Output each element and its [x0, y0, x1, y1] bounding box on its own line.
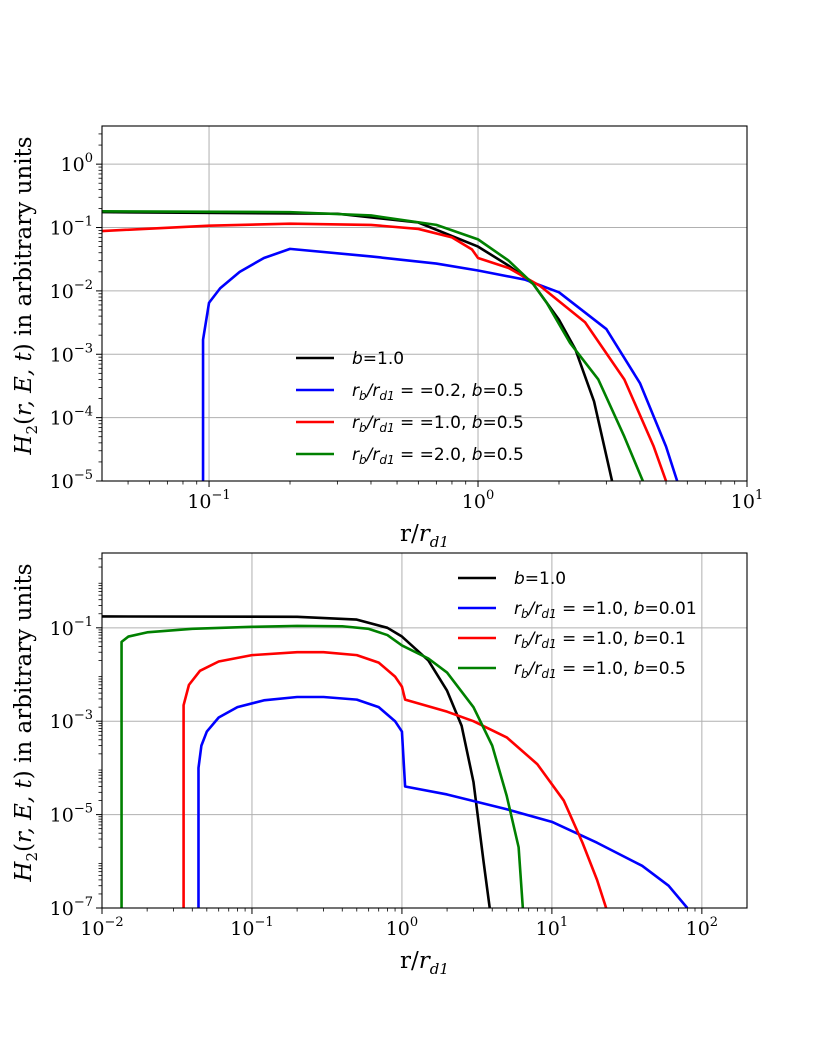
- y-tick-label: 10−1: [50, 615, 93, 640]
- bottom-plot: 10−2 10−1 100 101 102 10−7 10−5 10−3 10−1 r/rd1 H2…: [11, 552, 748, 978]
- tick-labels: 10−2 10−1 100 101 102 10−7 10−5 10−3 10−1: [50, 615, 718, 940]
- legend-entry: b=1.0: [458, 569, 566, 589]
- y-tick-label: 10−5: [50, 468, 93, 493]
- y-tick-label: 10−4: [50, 405, 93, 430]
- x-tick-label: 10−2: [80, 915, 123, 940]
- axes-frame: [101, 552, 748, 909]
- y-axis-label: H2(r, E, t) in arbitrary units: [11, 563, 41, 882]
- tick-labels: 10−1 100 101 10−5 10−4 10−3 10−2 10−1 100: [50, 151, 764, 513]
- x-tick-label: 101: [536, 915, 568, 940]
- x-tick-label: 102: [686, 915, 718, 940]
- x-tick-label: 10−1: [230, 915, 273, 940]
- x-axis-label: r/rd1: [400, 521, 449, 551]
- legend-label: b=1.0: [514, 569, 566, 589]
- x-axis-label: r/rd1: [400, 948, 449, 978]
- series-lines: [102, 615, 689, 908]
- x-tick-label: 100: [462, 488, 494, 513]
- legend-entry: rb/rd1 = =2.0, b=0.5: [296, 445, 524, 467]
- minor-ticks: [98, 558, 696, 912]
- series-lines: [102, 210, 679, 481]
- y-tick-label: 100: [61, 151, 93, 176]
- x-tick-label: 100: [386, 915, 418, 940]
- y-axis-label: H2(r, E, t) in arbitrary units: [11, 136, 41, 455]
- y-tick-label: 10−5: [50, 802, 93, 827]
- legend-entry: rb/rd1 = =1.0, b=0.5: [458, 659, 686, 681]
- series-line-3: [102, 210, 645, 481]
- y-tick-label: 10−7: [50, 895, 93, 920]
- series-line-3: [120, 624, 525, 908]
- legend-entry: b=1.0: [296, 349, 404, 369]
- series-line-0: [102, 210, 614, 481]
- legend-label: rb/rd1 = =1.0, b=0.5: [514, 659, 686, 681]
- legend-label: rb/rd1 = =0.2, b=0.5: [352, 381, 524, 403]
- legend-entry: rb/rd1 = =0.2, b=0.5: [296, 381, 524, 403]
- legend-label: b=1.0: [352, 349, 404, 369]
- series-line-0: [102, 615, 492, 908]
- legend-label: rb/rd1 = =1.0, b=0.5: [352, 413, 524, 435]
- series-line-2: [182, 650, 608, 908]
- legend-entry: rb/rd1 = =1.0, b=0.1: [458, 629, 686, 651]
- top-plot: 10−1 100 101 10−5 10−4 10−3 10−2 10−1 100 r/rd1 H2…: [11, 125, 764, 551]
- legend-label: rb/rd1 = =1.0, b=0.1: [514, 629, 686, 651]
- minor-ticks: [98, 133, 736, 485]
- legend-entry: rb/rd1 = =1.0, b=0.5: [296, 413, 524, 435]
- legend-label: rb/rd1 = =1.0, b=0.01: [514, 599, 697, 621]
- axes-frame: [101, 125, 748, 482]
- series-line-1: [197, 695, 689, 908]
- y-tick-label: 10−3: [50, 708, 93, 733]
- x-tick-label: 10−1: [187, 488, 230, 513]
- x-tick-label: 101: [731, 488, 763, 513]
- y-tick-label: 10−3: [50, 341, 93, 366]
- legend: b=1.0 rb/rd1 = =0.2, b=0.5 rb/rd1 = =1.0, …: [296, 349, 524, 467]
- y-tick-label: 10−2: [50, 278, 93, 303]
- legend: b=1.0 rb/rd1 = =1.0, b=0.01 rb/rd1 = =1.0,…: [458, 569, 697, 681]
- series-line-2: [102, 222, 668, 481]
- legend-entry: rb/rd1 = =1.0, b=0.01: [458, 599, 697, 621]
- series-line-1: [201, 247, 679, 481]
- legend-label: rb/rd1 = =2.0, b=0.5: [352, 445, 524, 467]
- y-tick-label: 10−1: [50, 215, 93, 240]
